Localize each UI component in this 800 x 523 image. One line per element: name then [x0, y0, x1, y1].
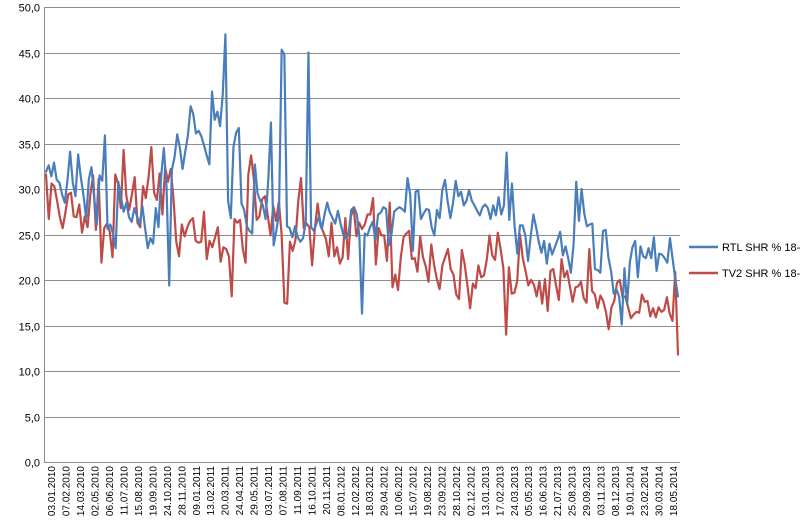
y-tick-label: 0,0 [25, 458, 40, 470]
legend: RTL SHR % 18-59 TV2 SHR % 18-59 [689, 242, 800, 280]
x-tick-label: 18.05.2014 [669, 466, 680, 516]
x-tick-label: 28.11.2010 [177, 466, 188, 516]
x-axis-ticks: 03.01.2010 07.02.2010 14.03.2010 02.05.2010… [47, 466, 680, 516]
x-tick-label: 07.02.2010 [62, 466, 73, 516]
gridlines [44, 7, 680, 463]
x-tick-label: 30.03.2014 [654, 466, 665, 516]
legend-label: RTL SHR % 18-59 [722, 242, 800, 254]
x-tick-label: 16.10.2011 [307, 466, 318, 516]
x-tick-label: 09.01.2011 [192, 466, 203, 516]
x-tick-label: 02.12.2012 [466, 466, 477, 516]
x-tick-label: 14.03.2010 [76, 466, 87, 516]
x-tick-label: 11.09.2011 [293, 466, 304, 515]
x-tick-label: 19.09.2010 [148, 466, 159, 516]
x-tick-label: 13.01.2013 [481, 466, 492, 516]
y-tick-label: 35,0 [19, 140, 40, 152]
y-tick-label: 50,0 [19, 3, 40, 15]
x-tick-label: 23.02.2014 [640, 466, 651, 516]
x-tick-label: 21.07.2013 [553, 466, 564, 516]
y-tick-label: 25,0 [19, 231, 40, 243]
x-tick-label: 03.11.2013 [597, 466, 608, 516]
x-tick-label: 13.02.2011 [206, 466, 217, 516]
x-tick-label: 20.03.2011 [221, 466, 232, 516]
y-tick-label: 40,0 [19, 94, 40, 106]
x-tick-label: 24.04.2011 [235, 466, 246, 516]
x-tick-label: 24.10.2010 [163, 466, 174, 516]
x-tick-label: 11.07.2010 [120, 466, 131, 516]
x-tick-label: 28.10.2012 [452, 466, 463, 516]
series-line-tv2 [44, 146, 680, 356]
x-tick-label: 12.02.2012 [351, 466, 362, 516]
x-tick-label: 15.08.2010 [134, 466, 145, 516]
x-tick-label: 07.08.2011 [279, 466, 290, 516]
y-tick-label: 15,0 [19, 322, 40, 334]
y-tick-label: 10,0 [19, 367, 40, 379]
x-tick-label: 17.02.2013 [495, 466, 506, 516]
legend-label: TV2 SHR % 18-59 [722, 268, 800, 280]
x-tick-label: 29.05.2011 [250, 466, 261, 516]
x-tick-label: 03.01.2010 [47, 466, 58, 516]
y-tick-label: 30,0 [19, 185, 40, 197]
y-tick-label: 5,0 [25, 413, 40, 425]
series-lines [44, 33, 680, 356]
x-tick-label: 05.05.2013 [524, 466, 535, 516]
y-tick-label: 20,0 [19, 276, 40, 288]
x-tick-label: 02.05.2010 [91, 466, 102, 516]
x-tick-label: 23.09.2012 [438, 466, 449, 516]
x-tick-label: 19.08.2012 [423, 466, 434, 516]
x-tick-label: 29.04.2012 [380, 466, 391, 516]
series-line-rtl [44, 33, 680, 326]
x-tick-label: 16.06.2013 [539, 466, 550, 516]
x-tick-label: 06.06.2010 [105, 466, 116, 516]
x-tick-label: 08.01.2012 [336, 466, 347, 516]
x-tick-label: 20.11.2011 [322, 466, 333, 515]
x-tick-label: 08.12.2013 [611, 466, 622, 516]
x-tick-label: 19.01.2014 [625, 466, 636, 516]
x-tick-label: 18.03.2012 [365, 466, 376, 516]
x-tick-label: 03.07.2011 [264, 466, 275, 516]
y-tick-label: 45,0 [19, 49, 40, 61]
x-tick-label: 25.08.2013 [568, 466, 579, 516]
x-tick-label: 29.09.2013 [582, 466, 593, 516]
y-axis-ticks: 0,0 5,0 10,0 15,0 20,0 25,0 30,0 35,0 40,0 45,0 50… [19, 3, 40, 470]
x-tick-label: 15.07.2012 [409, 466, 420, 516]
x-tick-label: 10.06.2012 [394, 466, 405, 516]
x-tick-label: 24.03.2013 [510, 466, 521, 516]
